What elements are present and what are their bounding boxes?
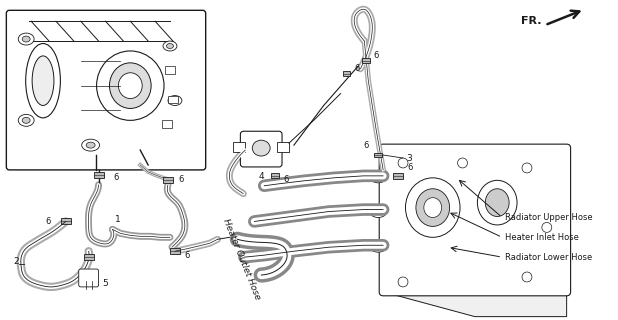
Circle shape (457, 158, 467, 168)
Text: 6: 6 (407, 164, 412, 172)
Ellipse shape (168, 96, 182, 106)
Bar (277, 142, 289, 152)
Text: 1: 1 (116, 215, 121, 224)
Text: FR.: FR. (522, 16, 542, 26)
Ellipse shape (32, 56, 54, 106)
Ellipse shape (22, 117, 30, 123)
Bar (342, 71, 350, 76)
Bar (165, 66, 175, 74)
Text: 6: 6 (354, 64, 360, 73)
Ellipse shape (485, 189, 509, 217)
Text: 4: 4 (258, 172, 264, 181)
Ellipse shape (119, 73, 142, 99)
FancyBboxPatch shape (78, 269, 99, 287)
Bar (168, 96, 178, 103)
Ellipse shape (163, 41, 177, 51)
Text: 3: 3 (406, 154, 412, 163)
Ellipse shape (19, 114, 34, 126)
Ellipse shape (109, 63, 151, 108)
Text: 6: 6 (178, 175, 184, 184)
Ellipse shape (26, 44, 61, 118)
Text: 6: 6 (363, 140, 368, 150)
Text: 6: 6 (114, 173, 119, 182)
Text: Radiator Lower Hose: Radiator Lower Hose (505, 253, 593, 262)
Text: 6: 6 (185, 251, 190, 260)
Bar (271, 173, 279, 178)
Ellipse shape (477, 180, 517, 225)
Circle shape (542, 222, 552, 232)
Bar (61, 219, 71, 224)
Bar (234, 142, 245, 152)
Text: Radiator Upper Hose: Radiator Upper Hose (505, 213, 593, 222)
Bar (362, 59, 370, 63)
Bar (93, 172, 104, 178)
Ellipse shape (171, 98, 179, 103)
Bar (393, 173, 403, 179)
Circle shape (522, 272, 532, 282)
Bar (83, 254, 93, 260)
FancyBboxPatch shape (379, 144, 570, 296)
FancyBboxPatch shape (240, 131, 282, 167)
Ellipse shape (82, 139, 99, 151)
Ellipse shape (370, 173, 386, 183)
Text: 2: 2 (14, 257, 19, 266)
Ellipse shape (370, 208, 386, 218)
Bar (162, 120, 172, 128)
Bar (163, 177, 173, 183)
Ellipse shape (96, 51, 164, 120)
Ellipse shape (424, 198, 442, 218)
Text: 6: 6 (283, 175, 289, 184)
Circle shape (398, 277, 408, 287)
Ellipse shape (416, 189, 450, 227)
Ellipse shape (22, 36, 30, 42)
Text: 6: 6 (46, 217, 51, 226)
Text: Heater Outlet Hose: Heater Outlet Hose (221, 217, 262, 301)
Ellipse shape (19, 33, 34, 45)
Circle shape (398, 158, 408, 168)
FancyBboxPatch shape (6, 10, 206, 170)
Bar (170, 248, 180, 254)
Text: 6: 6 (373, 52, 379, 60)
Bar (375, 153, 382, 157)
Ellipse shape (252, 140, 270, 156)
Text: Heater Inlet Hose: Heater Inlet Hose (505, 233, 579, 242)
Ellipse shape (405, 178, 460, 237)
Ellipse shape (86, 142, 95, 148)
Ellipse shape (370, 242, 386, 252)
Circle shape (522, 163, 532, 173)
Ellipse shape (166, 44, 174, 48)
Text: 5: 5 (103, 279, 108, 288)
Polygon shape (383, 292, 567, 316)
